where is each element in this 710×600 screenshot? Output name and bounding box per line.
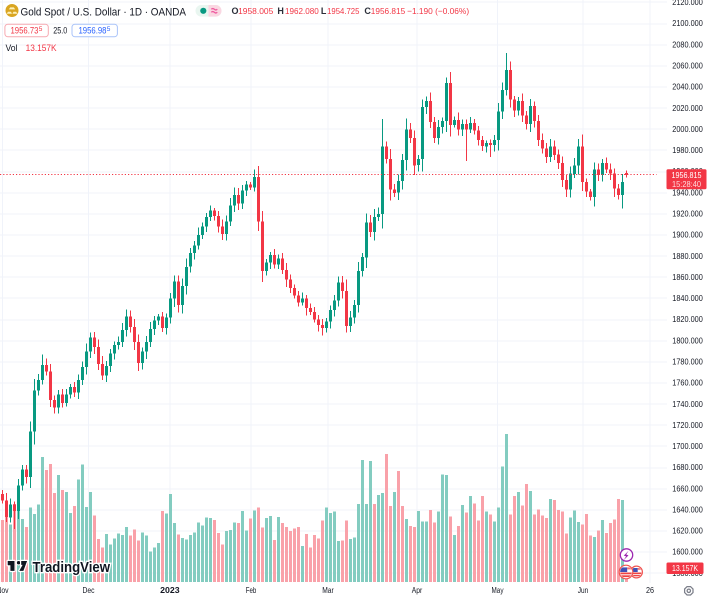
svg-text:13.157K: 13.157K xyxy=(672,563,698,573)
svg-text:2020.000: 2020.000 xyxy=(672,104,703,113)
svg-text:1940.000: 1940.000 xyxy=(672,188,703,197)
svg-text:Dec: Dec xyxy=(83,586,95,595)
svg-text:1860.000: 1860.000 xyxy=(672,273,703,282)
svg-text:1956.73: 1956.73 xyxy=(11,25,39,35)
svg-text:5: 5 xyxy=(39,26,43,33)
svg-text:1958.005: 1958.005 xyxy=(238,6,273,16)
svg-text:5: 5 xyxy=(107,26,111,33)
svg-text:1956.815: 1956.815 xyxy=(672,170,702,180)
svg-text:1660.000: 1660.000 xyxy=(672,484,703,493)
svg-text:Vol: Vol xyxy=(6,43,18,53)
svg-text:1800.000: 1800.000 xyxy=(672,336,703,345)
svg-text:25.0: 25.0 xyxy=(53,25,67,35)
svg-text:1920.000: 1920.000 xyxy=(672,210,703,219)
svg-text:2040.000: 2040.000 xyxy=(672,83,703,92)
svg-text:1956.815: 1956.815 xyxy=(371,6,406,16)
svg-text:1962.080: 1962.080 xyxy=(285,6,319,16)
svg-text:1640.000: 1640.000 xyxy=(672,506,703,515)
svg-text:Mar: Mar xyxy=(322,586,334,595)
svg-text:O: O xyxy=(232,6,239,16)
svg-text:Apr: Apr xyxy=(412,586,423,595)
svg-text:−1.190 (−0.06%): −1.190 (−0.06%) xyxy=(407,6,469,16)
svg-text:1720.000: 1720.000 xyxy=(672,421,703,430)
svg-text:2060.000: 2060.000 xyxy=(672,62,703,71)
svg-text:13.157K: 13.157K xyxy=(26,43,57,53)
svg-text:2100.000: 2100.000 xyxy=(672,19,703,28)
svg-text:Feb: Feb xyxy=(246,586,257,595)
svg-text:2080.000: 2080.000 xyxy=(672,40,703,49)
svg-text:15:28:40: 15:28:40 xyxy=(672,179,701,189)
svg-text:1956.98: 1956.98 xyxy=(79,25,107,35)
svg-text:1740.000: 1740.000 xyxy=(672,400,703,409)
svg-text:1700.000: 1700.000 xyxy=(672,442,703,451)
svg-text:1680.000: 1680.000 xyxy=(672,463,703,472)
svg-text:1954.725: 1954.725 xyxy=(327,6,359,16)
svg-text:1760.000: 1760.000 xyxy=(672,379,703,388)
svg-text:C: C xyxy=(364,6,371,16)
svg-text:2023: 2023 xyxy=(160,586,180,595)
svg-text:Nov: Nov xyxy=(0,586,9,595)
svg-text:Gold Spot / U.S. Dollar · 1D ·: Gold Spot / U.S. Dollar · 1D · OANDA xyxy=(21,6,187,18)
svg-text:TradingView: TradingView xyxy=(33,560,111,576)
svg-text:L: L xyxy=(321,6,327,16)
svg-text:2120.000: 2120.000 xyxy=(672,0,703,7)
svg-text:1780.000: 1780.000 xyxy=(672,358,703,367)
svg-text:May: May xyxy=(492,586,504,595)
svg-text:Jun: Jun xyxy=(578,586,589,595)
svg-text:2000.000: 2000.000 xyxy=(672,125,703,134)
svg-text:1620.000: 1620.000 xyxy=(672,527,703,536)
svg-text:26: 26 xyxy=(646,586,654,595)
svg-text:1820.000: 1820.000 xyxy=(672,315,703,324)
svg-text:1840.000: 1840.000 xyxy=(672,294,703,303)
svg-text:1900.000: 1900.000 xyxy=(672,231,703,240)
svg-text:1880.000: 1880.000 xyxy=(672,252,703,261)
svg-text:H: H xyxy=(277,6,284,16)
svg-text:1600.000: 1600.000 xyxy=(672,548,703,557)
svg-text:1980.000: 1980.000 xyxy=(672,146,703,155)
